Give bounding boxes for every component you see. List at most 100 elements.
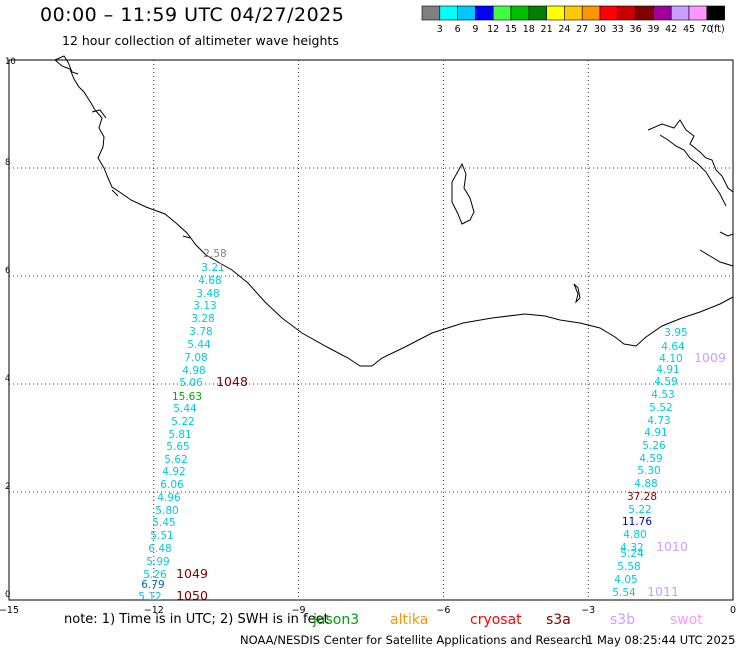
- legend-swatch: [653, 5, 672, 21]
- wave-height-label: 4.92: [162, 466, 185, 478]
- wave-height-label: 15.63: [172, 391, 202, 403]
- latitude-label: 2: [5, 482, 10, 492]
- legend-tick-label: 24: [558, 24, 570, 35]
- latitude-label: 4: [5, 374, 10, 384]
- legend-swatch: [510, 5, 530, 21]
- wave-height-label: 4.10: [659, 353, 682, 365]
- legend-tick-label: 6: [455, 24, 461, 35]
- legend-swatch: [635, 5, 654, 21]
- legend-swatch: [564, 5, 583, 21]
- pass-id-label: 1009: [694, 350, 726, 365]
- pass-id-label: 1011: [647, 584, 679, 599]
- wave-height-label: 6.06: [160, 479, 184, 491]
- map-subtitle: 12 hour collection of altimeter wave hei…: [62, 33, 339, 48]
- satellite-key-s3a: s3a: [546, 612, 571, 628]
- latitude-label: 0: [5, 590, 10, 600]
- satellite-key-swot: swot: [670, 612, 703, 628]
- wave-height-label: 5.22: [628, 504, 651, 516]
- pass-id-label: 1049: [176, 566, 208, 581]
- wave-height-label: 5.44: [173, 403, 197, 415]
- wave-height-label: 3.28: [191, 313, 214, 325]
- wave-height-label: 11.76: [622, 516, 652, 528]
- legend-swatch: [439, 5, 458, 21]
- wave-height-label: 4.59: [654, 376, 677, 388]
- wave-height-label: 4.91: [656, 364, 679, 376]
- wave-height-label: 4.05: [614, 574, 637, 586]
- wave-height-label: 5.62: [164, 454, 187, 466]
- longitude-label: −15: [0, 605, 19, 616]
- legend-swatch: [492, 5, 512, 21]
- wave-height-label: 6.79: [141, 579, 164, 591]
- legend-tick-label: 18: [523, 24, 535, 35]
- pass-id-label: 1048: [216, 374, 248, 389]
- wave-height-label: 7.08: [184, 352, 207, 364]
- wave-height-label: 3.21: [201, 262, 224, 274]
- latitude-label: 6: [5, 266, 10, 276]
- map-grid: −15 −12 −9 −6 −3 0 0 2 4 6 8 10: [0, 57, 736, 616]
- pass-id-label: 1050: [176, 588, 208, 603]
- wave-height-label: 5.51: [150, 530, 173, 542]
- legend-swatch: [475, 5, 494, 21]
- wave-height-label: 4.73: [647, 415, 670, 427]
- wave-height-label: 5.44: [187, 339, 211, 351]
- wave-height-label: 4.96: [157, 492, 181, 504]
- wave-height-label: 5.45: [152, 517, 175, 529]
- legend-tick-label: 21: [541, 24, 553, 35]
- wave-height-label: 5.80: [155, 505, 178, 517]
- legend-swatch: [528, 5, 547, 21]
- coastline: [54, 55, 734, 367]
- wave-height-label: 5.26: [642, 440, 666, 452]
- satellite-key-cryosat: cryosat: [470, 612, 522, 628]
- legend-swatch: [581, 5, 601, 21]
- wave-height-label: 4.80: [623, 529, 646, 541]
- wave-height-label: 5.54: [612, 587, 636, 599]
- wave-height-label: 4.64: [661, 341, 685, 353]
- legend-unit-label: (ft): [710, 24, 724, 35]
- update-timestamp: 1 May 08:25:44 UTC 2025: [586, 633, 736, 647]
- wave-height-label: 5.24: [620, 548, 644, 560]
- latitude-label: 8: [5, 158, 10, 168]
- color-scale-legend: 3 6 9 12 15 18 21 24 27 30 33 36 39 42 45 70(ft): [421, 5, 725, 35]
- wave-height-label: 6.48: [148, 543, 171, 555]
- legend-swatch: [688, 5, 708, 21]
- legend-swatch: [670, 5, 690, 21]
- legend-tick-label: 30: [594, 24, 606, 35]
- longitude-label: −9: [292, 605, 306, 616]
- wave-height-label: 3.13: [193, 300, 216, 312]
- plot-frame: [8, 59, 734, 601]
- wave-height-label: 3.48: [196, 288, 219, 300]
- latitude-label: 10: [5, 57, 16, 67]
- legend-tick-label: 39: [647, 24, 659, 35]
- wave-height-label: 5.99: [146, 556, 169, 568]
- wave-height-label: 3.95: [664, 327, 687, 339]
- wave-height-label: 4.68: [198, 275, 221, 287]
- legend-swatch: [706, 5, 725, 21]
- legend-tick-label: 9: [472, 24, 478, 35]
- map-title: 00:00 – 11:59 UTC 04/27/2025: [40, 4, 345, 26]
- wave-height-label: 4.32: [620, 542, 643, 554]
- legend-swatch: [546, 5, 565, 21]
- wave-height-label: 5.81: [168, 429, 191, 441]
- legend-tick-label: 27: [576, 24, 588, 35]
- wave-height-label: 5.52: [649, 402, 672, 414]
- wave-height-label: 2.58: [203, 248, 226, 260]
- legend-tick-label: 12: [487, 24, 499, 35]
- wave-height-label: 5.30: [637, 465, 660, 477]
- longitude-label: −12: [144, 605, 164, 616]
- wave-height-label: 4.59: [639, 453, 662, 465]
- legend-tick-label: 36: [630, 24, 642, 35]
- legend-tick-label: 15: [505, 24, 517, 35]
- wave-height-label: 5.58: [617, 561, 640, 573]
- wave-height-label: 4.98: [182, 365, 205, 377]
- satellite-key-jason3: jason3: [313, 612, 360, 628]
- satellite-key-altika: altika: [390, 612, 429, 628]
- legend-swatch: [617, 5, 636, 21]
- longitude-label: 0: [730, 605, 736, 616]
- credit-line: NOAA/NESDIS Center for Satellite Applica…: [240, 633, 589, 647]
- legend-tick-label: 3: [437, 24, 443, 35]
- wave-height-label: 5.06: [179, 377, 203, 389]
- wave-height-label: 5.26: [143, 569, 167, 581]
- longitude-label: −6: [436, 605, 450, 616]
- legend-swatch: [457, 5, 476, 21]
- legend-tick-label: 33: [612, 24, 624, 35]
